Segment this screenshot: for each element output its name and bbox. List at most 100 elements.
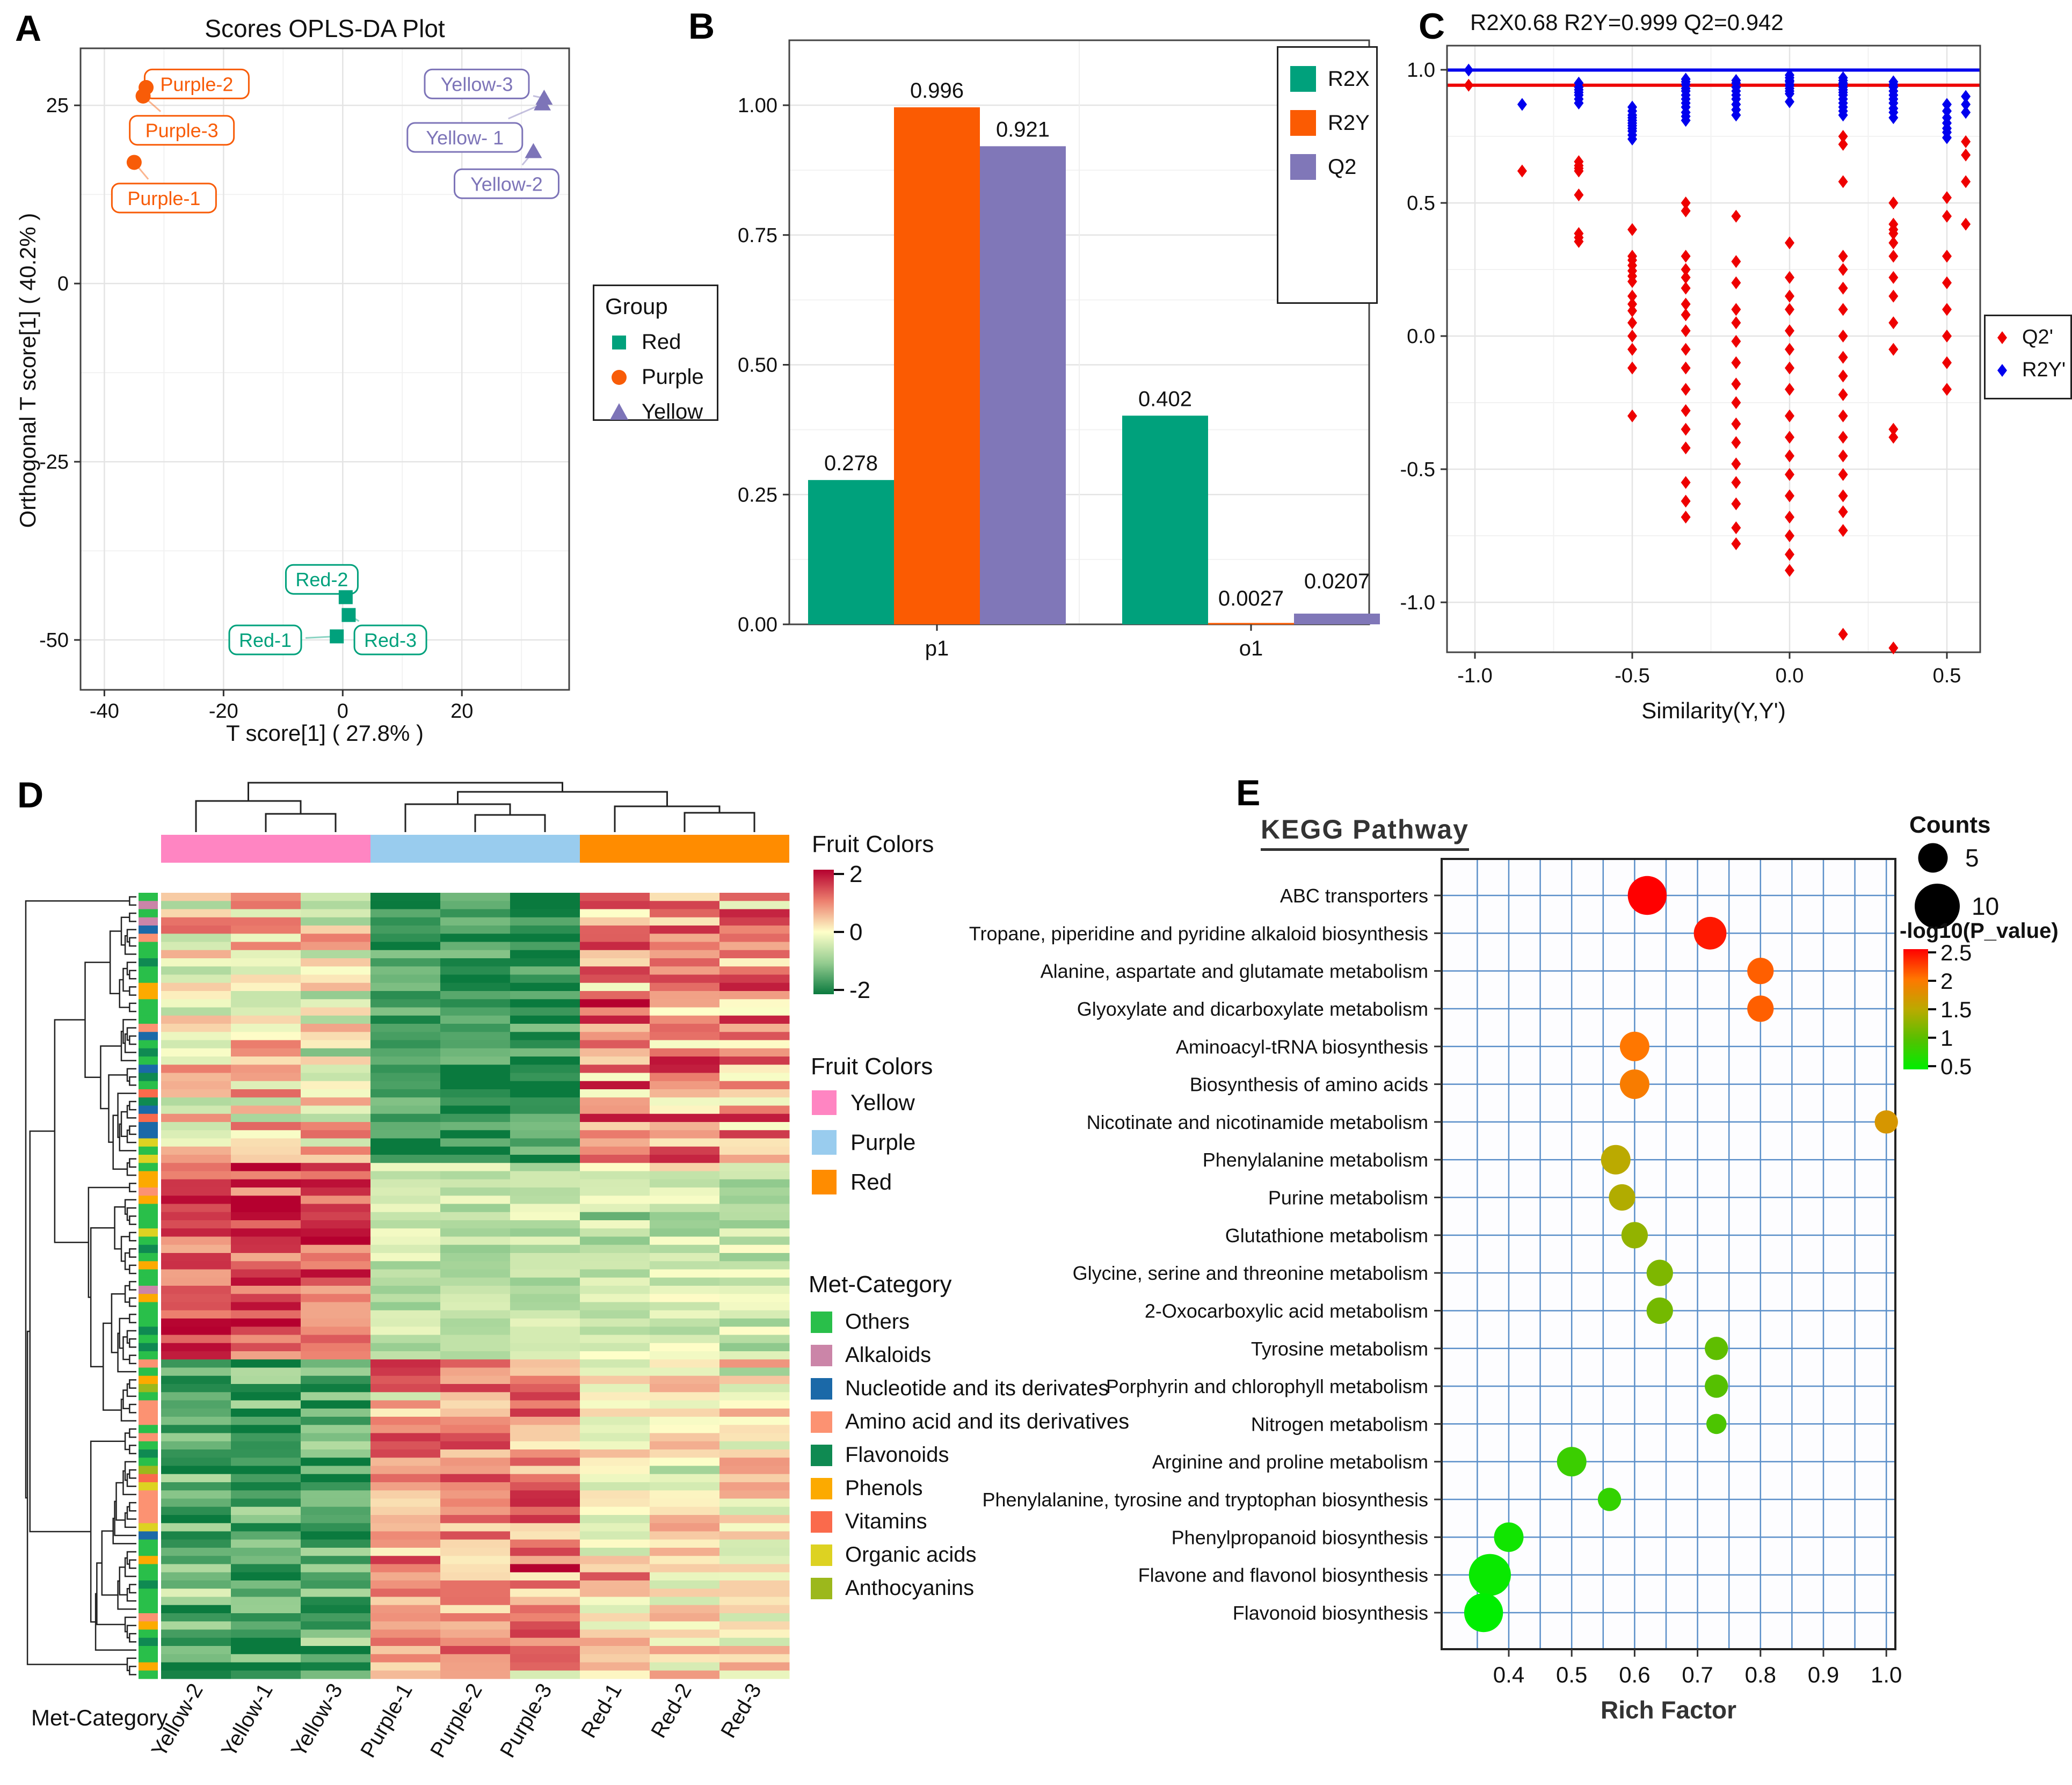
data-point — [135, 88, 151, 104]
perm-point — [1942, 131, 1952, 144]
heatmap-column-label: Red-2 — [646, 1680, 696, 1742]
pathway-label: ABC transporters — [1280, 885, 1428, 907]
counts-legend-label: 10 — [1972, 892, 1999, 920]
perm-point — [1888, 431, 1899, 444]
point-label: Purple-1 — [127, 187, 200, 209]
perm-point — [1574, 188, 1584, 202]
perm-point — [1517, 164, 1527, 178]
panel-c-xlabel: Similarity(Y,Y') — [1641, 698, 1786, 723]
perm-point — [1464, 78, 1474, 92]
perm-point — [1681, 263, 1691, 276]
pathway-bubble — [1609, 1184, 1635, 1211]
b-legend-swatch-icon — [1290, 110, 1316, 136]
a-y-tick: 25 — [46, 94, 69, 117]
perm-point — [1681, 476, 1691, 489]
a-group-red: Red-1 Red-2 Red-3 — [228, 564, 427, 655]
perm-point — [1785, 489, 1794, 502]
perm-point — [1681, 343, 1691, 356]
perm-point — [1517, 98, 1527, 111]
perm-point — [1731, 521, 1741, 535]
pathway-bubble — [1557, 1447, 1587, 1477]
a-y-tick: 0 — [57, 273, 69, 295]
met-legend-item: Organic acids — [811, 1543, 1129, 1567]
a-legend-label: Red — [642, 330, 681, 354]
perm-point — [1464, 63, 1474, 77]
a-legend-symbol-circle-icon — [612, 369, 627, 385]
met-legend-swatch-icon — [811, 1444, 832, 1466]
met-legend-item: Anthocyanins — [811, 1576, 1129, 1600]
met-legend-swatch-icon — [811, 1311, 832, 1333]
perm-point — [1888, 227, 1899, 241]
panel-c-legend: Q2' R2Y' — [1984, 315, 2072, 399]
panel-c-title: R2X0.68 R2Y=0.999 Q2=0.942 — [1470, 10, 1784, 35]
bar-value-label: 0.996 — [910, 79, 964, 103]
pvalue-tick: 2.5 — [1940, 940, 1972, 965]
perm-point — [1785, 431, 1794, 444]
perm-point — [1942, 330, 1952, 343]
perm-point — [1681, 383, 1691, 396]
a-legend-label: Purple — [642, 365, 704, 389]
met-legend-item: Amino acid and its derivatives — [811, 1410, 1129, 1434]
pathway-label: Arginine and proline metabolism — [1152, 1451, 1428, 1473]
perm-point — [1961, 135, 1971, 148]
perm-point — [1731, 356, 1741, 369]
b-legend-label: R2X — [1328, 67, 1370, 91]
perm-point — [1785, 361, 1794, 375]
met-legend-item: Phenols — [811, 1476, 1129, 1500]
perm-point — [1785, 511, 1794, 524]
row-dendrogram — [25, 896, 136, 1675]
perm-point — [1942, 383, 1952, 396]
bar-value-label: 0.402 — [1138, 387, 1192, 411]
pathway-label: Biosynthesis of amino acids — [1190, 1074, 1428, 1096]
perm-point — [1627, 316, 1637, 330]
perm-point — [1961, 90, 1971, 103]
perm-point — [1838, 489, 1848, 502]
perm-point — [1681, 511, 1691, 524]
counts-legend: 5 10 — [1915, 843, 1999, 929]
perm-point — [1838, 431, 1848, 444]
perm-point — [1731, 303, 1741, 316]
c-x-tick: -0.5 — [1615, 665, 1649, 687]
data-point — [535, 89, 553, 105]
met-legend-swatch-icon — [811, 1378, 832, 1400]
perm-point — [1961, 98, 1971, 111]
perm-point — [1681, 196, 1691, 209]
pathway-bubble — [1621, 1222, 1648, 1249]
a-y-tick: -25 — [39, 451, 69, 473]
met-legend-item: Nucleotide and its derivates — [811, 1376, 1129, 1401]
pathway-label: Phenylpropanoid biosynthesis — [1172, 1526, 1428, 1548]
data-point — [525, 143, 542, 158]
perm-point — [1785, 95, 1794, 108]
panel-d-fruit-colors-band-label: Fruit Colors — [812, 831, 934, 857]
perm-point — [1731, 276, 1741, 289]
perm-point — [1785, 236, 1794, 250]
perm-point — [1785, 383, 1794, 396]
perm-point — [1785, 548, 1794, 561]
pathway-bubble — [1646, 1297, 1673, 1324]
heatmap-column-label: Purple-1 — [356, 1680, 417, 1762]
perm-point — [1731, 209, 1741, 223]
perm-point — [1942, 209, 1952, 223]
perm-point — [1627, 409, 1637, 422]
panel-d-fruit-legend: Yellow Purple Red — [812, 1090, 915, 1209]
perm-point — [1627, 132, 1637, 145]
pathway-bubble — [1747, 995, 1774, 1022]
bar-value-label: 0.0027 — [1218, 587, 1284, 610]
heatmap-value-tick: 2 — [849, 861, 862, 887]
pathway-label: Nitrogen metabolism — [1251, 1413, 1428, 1435]
c-y-tick: -0.5 — [1400, 458, 1435, 481]
pathway-label: Phenylalanine metabolism — [1203, 1149, 1428, 1171]
panel-a-legend: Group Red Purple Yellow — [593, 285, 718, 424]
perm-point — [1731, 476, 1741, 489]
panel-c-plot: -1.0 -0.5 0.0 0.5 1.0 0.5 0.0 -0.5 -1.0 — [1400, 45, 1981, 687]
perm-point — [1838, 108, 1848, 122]
pvalue-tick: 0.5 — [1940, 1054, 1972, 1079]
met-legend-label: Organic acids — [845, 1543, 977, 1567]
c-y-tick: 0.0 — [1407, 325, 1435, 348]
bar-value-label: 0.921 — [996, 118, 1050, 141]
point-label-box — [406, 122, 524, 153]
fruit-legend-label: Purple — [850, 1130, 916, 1155]
pathway-bubble — [1601, 1145, 1631, 1175]
perm-point — [1785, 324, 1794, 338]
perm-point — [1838, 409, 1848, 422]
